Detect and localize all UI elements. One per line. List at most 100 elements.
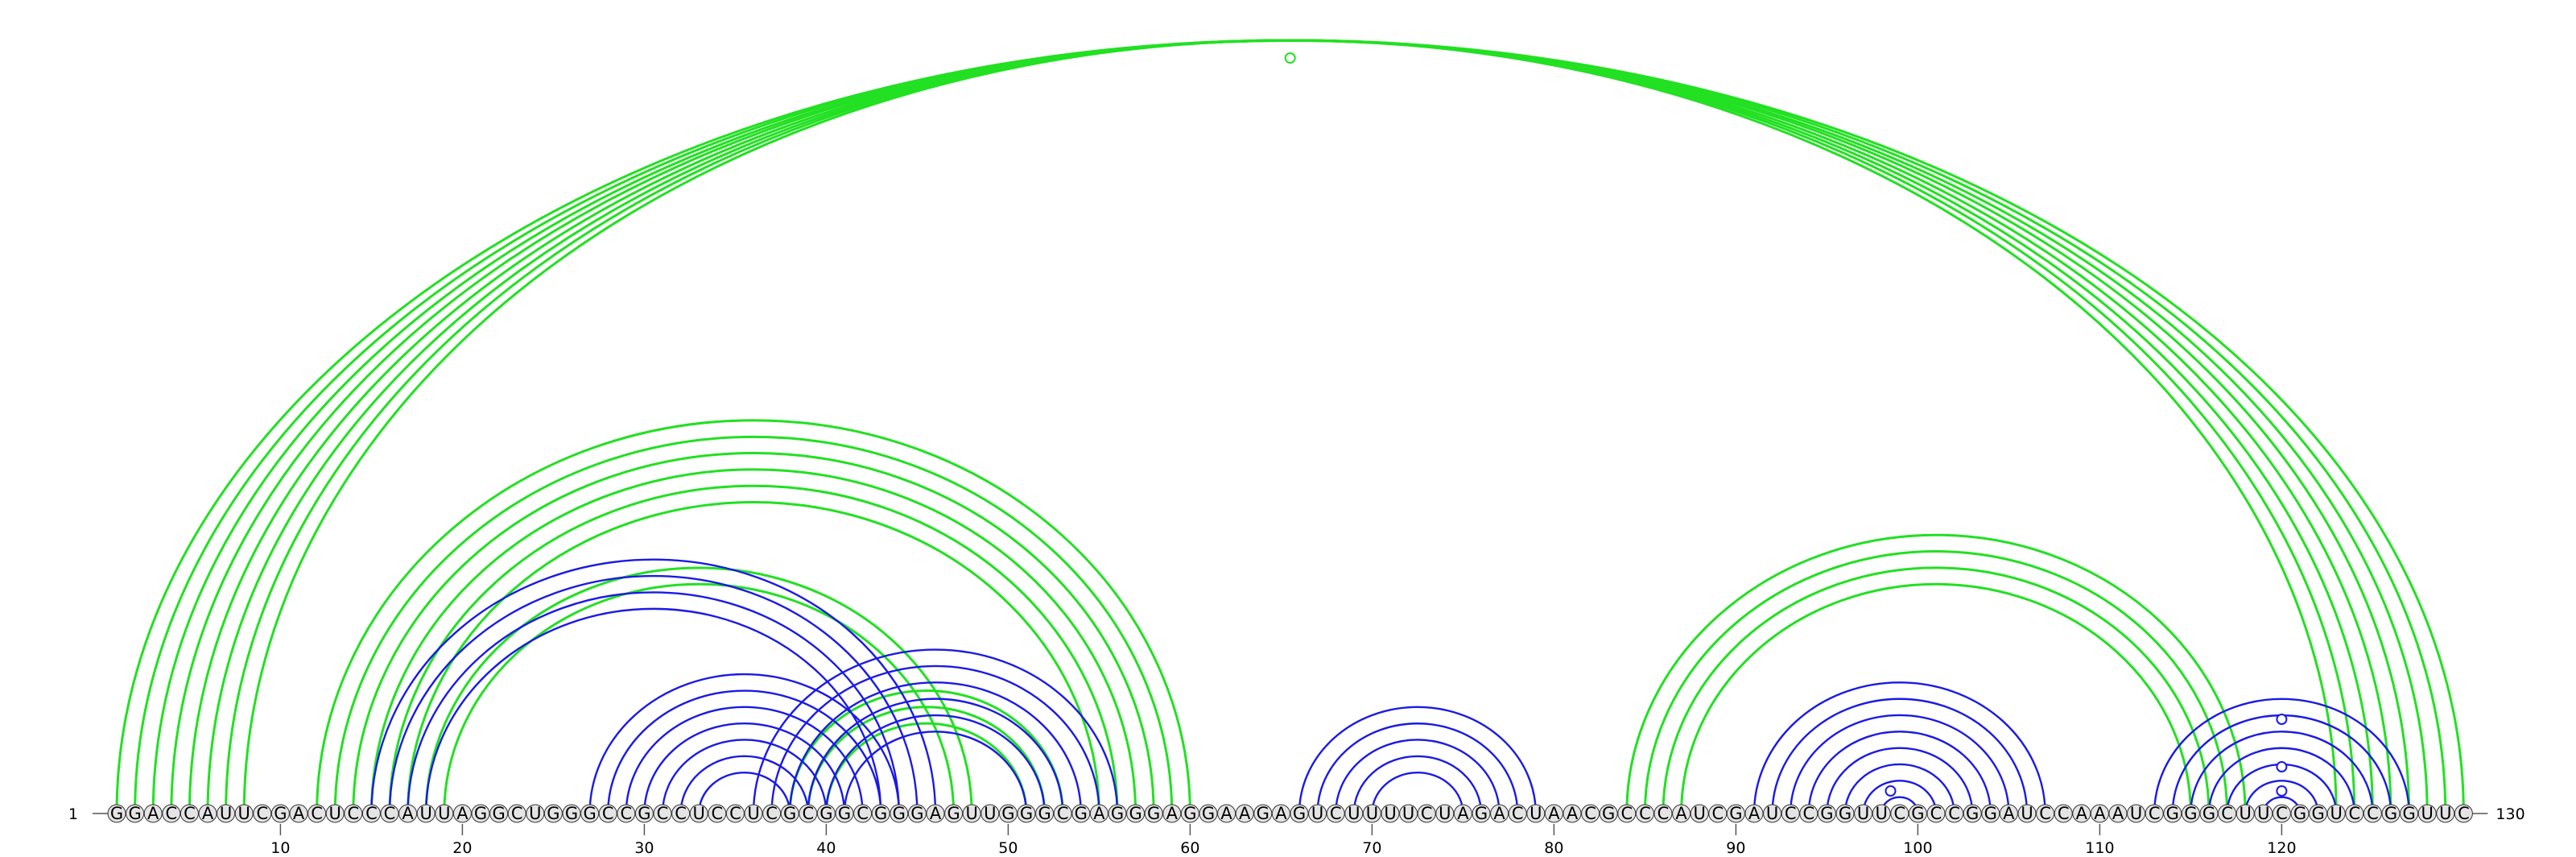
nucleotide-letter: G [1984, 804, 1997, 823]
nucleotide-letter: U [1384, 804, 1396, 823]
nucleotide-circle [744, 804, 763, 823]
nucleotide-circle [308, 804, 327, 823]
base-pair-arc [333, 435, 1174, 814]
base-pair-arc [1352, 755, 1483, 814]
nucleotide-letter: C [729, 804, 741, 823]
tick-label: 50 [998, 839, 1018, 857]
nucleotide-circle [1581, 804, 1600, 823]
nucleotide-circle [1035, 804, 1055, 823]
nucleotide-circle [1872, 804, 1891, 823]
arc-markers [1284, 52, 2288, 797]
base-pair-arc [807, 698, 1064, 814]
nucleotide-circle [143, 804, 163, 823]
base-pair-arc [151, 39, 2429, 814]
nucleotide-circle [2072, 804, 2091, 823]
nucleotide-circle [2108, 804, 2128, 823]
nucleotide-letter: G [583, 804, 596, 823]
tick-label: 20 [452, 839, 472, 857]
nucleotide-letter: C [1330, 804, 1342, 823]
nucleotide-circle [325, 804, 345, 823]
nucleotide-circle [2199, 804, 2219, 823]
arc-marker [2276, 785, 2288, 797]
base-pair-arc [825, 714, 1046, 814]
nucleotide-letter: U [1348, 804, 1360, 823]
nucleotide-letter: G [1202, 804, 1215, 823]
nucleotide-letter: U [966, 804, 978, 823]
nucleotide-circle [1453, 804, 1472, 823]
nucleotide-circle [1490, 804, 1509, 823]
nucleotide-circle [944, 804, 964, 823]
nucleotide-letter: A [2112, 804, 2124, 823]
nucleotide-circle [471, 804, 490, 823]
nucleotide-circle [2417, 804, 2437, 823]
nucleotide-letter: G [2293, 804, 2306, 823]
nucleotide-circle [1417, 804, 1436, 823]
nucleotide-circle [2309, 804, 2328, 823]
nucleotide-circle [198, 804, 217, 823]
nucleotide-circle [1653, 804, 1673, 823]
nucleotide-circle [1763, 804, 1782, 823]
nucleotide-letter: G [2202, 804, 2215, 823]
base-pair-arc [588, 673, 900, 814]
nucleotide-letter: U [529, 804, 541, 823]
nucleotide-letter: G [1729, 804, 1742, 823]
nucleotide-letter: G [1839, 804, 1852, 823]
nucleotide-circle [1963, 804, 1982, 823]
nucleotide-letter: C [1512, 804, 1524, 823]
base-pair-arc [424, 566, 973, 814]
nucleotide-letter: G [874, 804, 887, 823]
nucleotide-circle [2381, 804, 2401, 823]
base-pair-arc [170, 39, 2411, 814]
base-pair-arc [843, 731, 1028, 814]
nucleotide-letter: C [2221, 804, 2233, 823]
nucleotide-circle [2054, 804, 2073, 823]
nucleotide-letter: C [511, 804, 523, 823]
base-pair-arc [824, 722, 1028, 814]
nucleotide-circle [617, 804, 636, 823]
nucleotide-circle [671, 804, 691, 823]
base-pair-arc [752, 648, 1119, 814]
nucleotide-letter: C [1785, 804, 1797, 823]
nucleotide-letter: A [2003, 804, 2015, 823]
nucleotide-letter: G [2311, 804, 2324, 823]
nucleotide-circle [1126, 804, 1146, 823]
nucleotide-circle [634, 804, 654, 823]
nucleotide-circle [1253, 804, 1273, 823]
nucleotide-circle [1981, 804, 2000, 823]
base-pair-arcs [115, 39, 2465, 814]
nucleotide-letter: C [2039, 804, 2051, 823]
nucleotide-circle [435, 804, 454, 823]
nucleotide-letter: G [547, 804, 559, 823]
nucleotide-letter: U [438, 804, 450, 823]
nucleotide-circle [1399, 804, 1418, 823]
nucleotide-circle [1381, 804, 1400, 823]
base-pair-arc [2207, 747, 2355, 814]
nucleotide-circle [1835, 804, 1855, 823]
nucleotide-letter: U [420, 804, 432, 823]
nucleotide-letter: C [802, 804, 814, 823]
nucleotide-letter: G [2384, 804, 2397, 823]
nucleotide-circle [2127, 804, 2146, 823]
tick-label: 10 [270, 839, 290, 857]
nucleotide-letter: C [1657, 804, 1670, 823]
base-pair-arc [188, 39, 2392, 814]
nucleotide-letter: A [930, 804, 942, 823]
nucleotide-circle [344, 804, 363, 823]
nucleotide-circle [1199, 804, 1218, 823]
nucleotide-circle [2436, 804, 2455, 823]
nucleotide-circle [1854, 804, 1873, 823]
nucleotide-circle [1162, 804, 1182, 823]
base-pair-arc [370, 558, 937, 814]
tick-label: 90 [1726, 839, 1745, 857]
nucleotide-letter: C [1948, 804, 1960, 823]
nucleotide-circle [1635, 804, 1654, 823]
tick-label: 70 [1362, 839, 1381, 857]
nucleotide-letter: A [293, 804, 305, 823]
nucleotide-circle [562, 804, 581, 823]
base-pair-arc [1625, 533, 2247, 814]
nucleotide-circle [126, 804, 145, 823]
nucleotide-letter: C [2149, 804, 2161, 823]
base-pair-arc [2244, 780, 2319, 814]
nucleotide-letter: C [311, 804, 323, 823]
